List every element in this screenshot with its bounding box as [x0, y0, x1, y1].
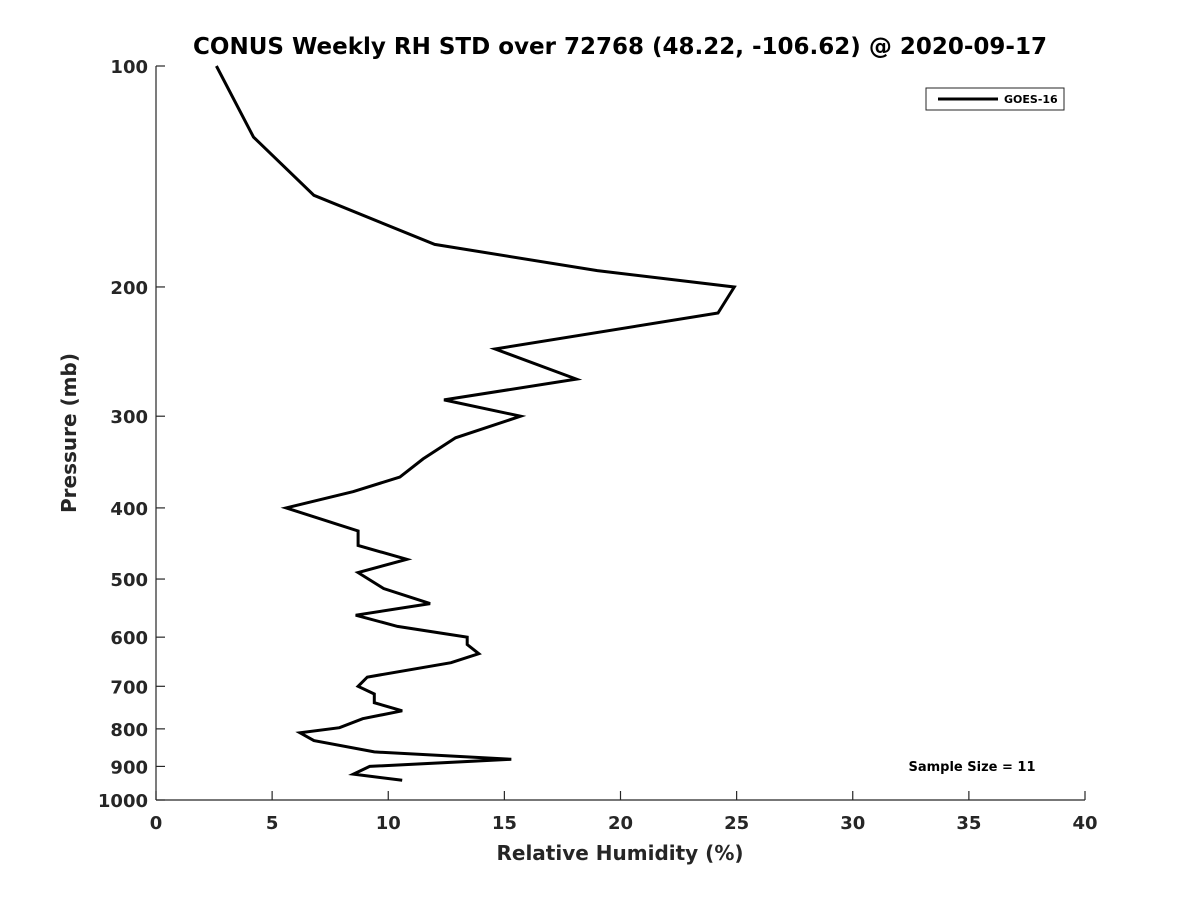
legend: GOES-16	[925, 87, 1065, 111]
x-tick-label: 30	[840, 813, 865, 834]
x-axis-label: Relative Humidity (%)	[496, 841, 743, 865]
legend-label-goes-16: GOES-16	[1004, 93, 1058, 106]
y-tick-label: 300	[110, 407, 148, 428]
x-ticks: 0 5 10 15 20 25 30 35 40	[150, 791, 1098, 834]
y-tick-label: 900	[110, 757, 148, 778]
x-tick-label: 5	[266, 813, 279, 834]
y-tick-label: 700	[110, 677, 148, 698]
sample-size-annotation: Sample Size = 11	[908, 760, 1035, 775]
y-tick-label: 100	[110, 57, 148, 78]
y-tick-label: 800	[110, 720, 148, 741]
y-tick-label: 400	[110, 499, 148, 520]
y-tick-label: 500	[110, 570, 148, 591]
y-tick-label: 1000	[98, 791, 148, 812]
x-tick-label: 35	[956, 813, 981, 834]
y-tick-label: 200	[110, 278, 148, 299]
y-ticks: 100 200 300 400 500 600 700 800 900 1000	[98, 57, 165, 812]
chart-title: CONUS Weekly RH STD over 72768 (48.22, -…	[193, 34, 1047, 60]
series-line-goes-16	[215, 65, 737, 782]
y-tick-label: 600	[110, 628, 148, 649]
y-axis-label: Pressure (mb)	[57, 353, 81, 513]
x-tick-label: 15	[492, 813, 517, 834]
x-tick-label: 10	[376, 813, 401, 834]
x-tick-label: 0	[150, 813, 163, 834]
x-tick-label: 20	[608, 813, 633, 834]
x-tick-label: 25	[724, 813, 749, 834]
series-layer	[215, 65, 737, 782]
x-tick-label: 40	[1072, 813, 1097, 834]
